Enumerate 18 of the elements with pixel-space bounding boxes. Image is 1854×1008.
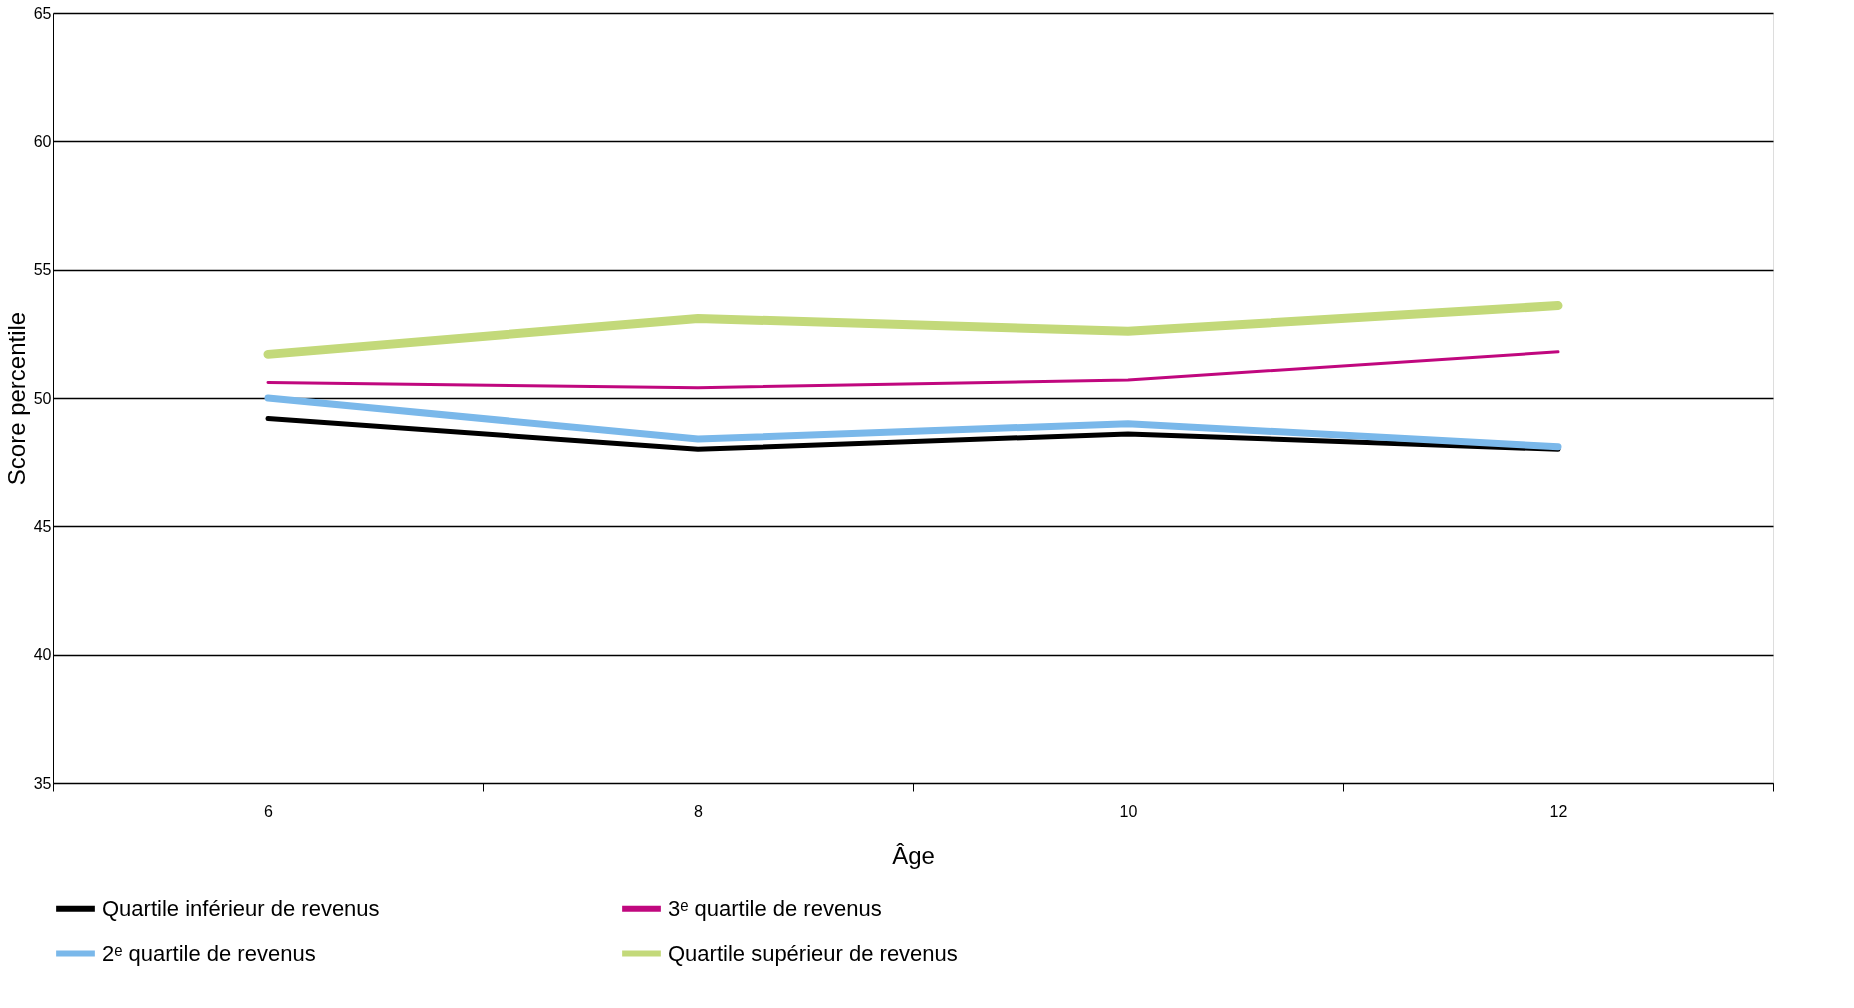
- y-tick-label: 60: [33, 132, 52, 150]
- y-tick-label: 35: [33, 774, 52, 792]
- legend-label: Quartile supérieur de revenus: [668, 940, 958, 966]
- legend-label: Quartile inférieur de revenus: [102, 895, 380, 921]
- x-tick-label: 8: [694, 802, 704, 820]
- x-tick-label: 12: [1549, 802, 1568, 820]
- y-axis-title: Score percentile: [2, 311, 30, 486]
- y-tick-label: 40: [33, 646, 52, 664]
- x-axis-title: Âge: [892, 841, 935, 869]
- y-tick-label: 50: [33, 389, 52, 407]
- x-tick-label: 10: [1119, 802, 1138, 820]
- line-series: [266, 350, 1560, 390]
- y-tick-label: 65: [33, 4, 52, 22]
- legend-label: 2ᵉ quartile de revenus: [102, 940, 316, 966]
- legend-label: 3ᵉ quartile de revenus: [668, 895, 882, 921]
- x-tick-label: 6: [264, 802, 274, 820]
- y-tick-label: 55: [33, 261, 52, 279]
- y-tick-label: 45: [33, 517, 52, 535]
